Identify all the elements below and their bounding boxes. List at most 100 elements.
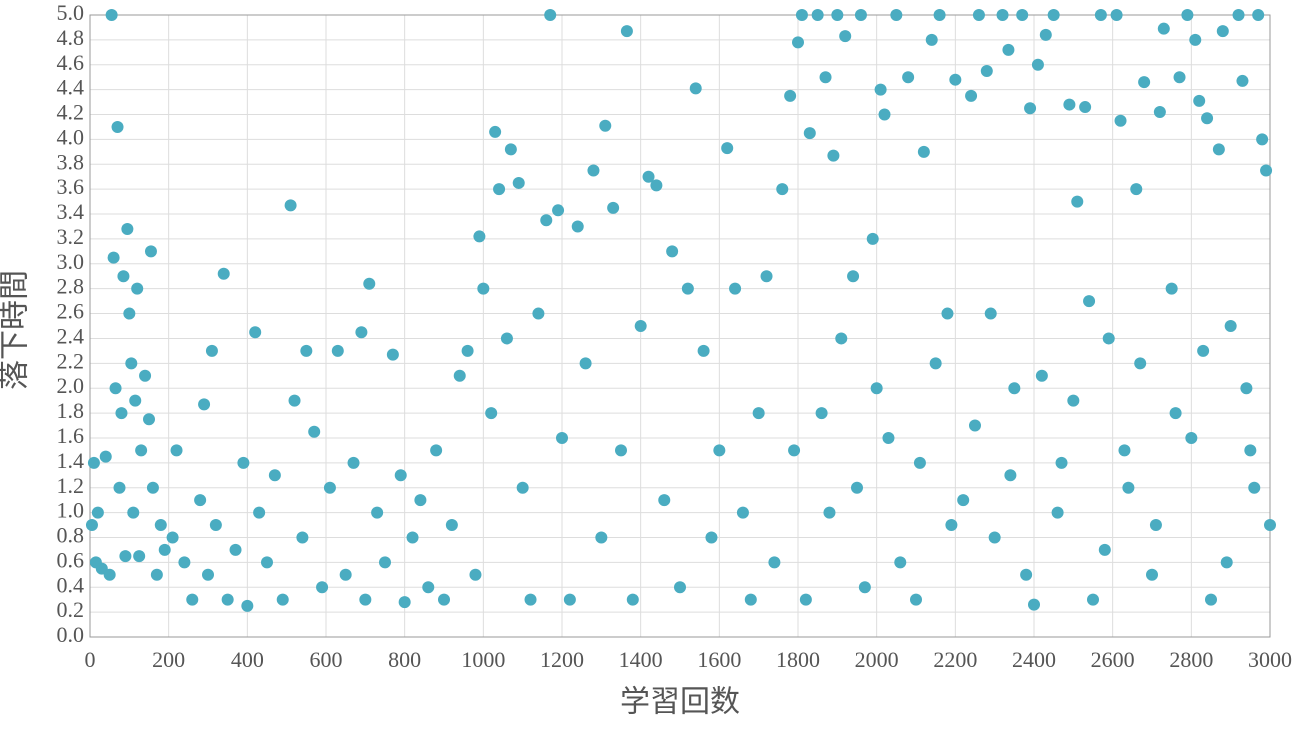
- point: [1240, 382, 1253, 395]
- point: [1224, 320, 1237, 332]
- point: [166, 531, 179, 544]
- point: [1169, 407, 1182, 420]
- point: [878, 108, 891, 121]
- point: [1197, 344, 1210, 357]
- point: [323, 481, 336, 494]
- point: [1264, 519, 1276, 532]
- point: [689, 82, 702, 95]
- point: [540, 214, 553, 227]
- y-tick-label: 3.4: [57, 199, 85, 224]
- x-tick-label: 2600: [1091, 647, 1135, 672]
- point: [186, 593, 199, 606]
- point: [1004, 469, 1017, 482]
- point: [125, 357, 138, 370]
- point: [595, 531, 608, 544]
- point: [316, 581, 329, 594]
- point: [945, 519, 958, 532]
- point: [823, 506, 836, 519]
- point: [831, 9, 844, 21]
- point: [359, 593, 372, 606]
- point: [1110, 9, 1123, 21]
- x-axis-title: 学習回数: [620, 685, 740, 720]
- point: [414, 494, 427, 507]
- point: [516, 481, 529, 494]
- point: [913, 456, 926, 469]
- y-tick-label: 3.6: [57, 174, 85, 199]
- point: [851, 481, 863, 494]
- point: [229, 543, 242, 556]
- point: [300, 344, 313, 357]
- point: [1024, 102, 1037, 115]
- point: [552, 204, 565, 217]
- point: [296, 531, 309, 544]
- x-tick-label: 200: [152, 647, 185, 672]
- point: [835, 332, 848, 345]
- point: [556, 431, 568, 444]
- point: [308, 425, 321, 438]
- point: [1138, 76, 1151, 89]
- point: [241, 599, 254, 612]
- x-tick-label: 2000: [855, 647, 899, 672]
- point: [1047, 9, 1060, 21]
- point: [910, 593, 922, 606]
- point: [406, 531, 419, 544]
- point: [198, 398, 211, 411]
- y-axis-title: 落下時間: [0, 270, 33, 390]
- y-tick-label: 2.6: [57, 299, 85, 324]
- point: [634, 320, 647, 332]
- point: [1189, 33, 1202, 46]
- point: [524, 593, 537, 606]
- point: [721, 142, 734, 155]
- point: [607, 201, 620, 214]
- point: [890, 9, 903, 21]
- point: [363, 277, 376, 290]
- point: [1031, 58, 1044, 71]
- point: [347, 456, 360, 469]
- x-tick-label: 1000: [461, 647, 505, 672]
- point: [925, 33, 938, 46]
- point: [1216, 25, 1229, 38]
- point: [127, 506, 140, 519]
- point: [473, 230, 486, 243]
- x-tick-label: 400: [231, 647, 264, 672]
- point: [113, 481, 126, 494]
- point: [1220, 556, 1233, 569]
- point: [1165, 282, 1178, 295]
- point: [261, 556, 273, 569]
- point: [1055, 456, 1068, 469]
- point: [984, 307, 997, 320]
- x-tick-label: 0: [85, 647, 96, 672]
- point: [489, 125, 502, 138]
- point: [626, 593, 639, 606]
- point: [121, 222, 134, 235]
- y-tick-label: 4.4: [57, 75, 85, 100]
- point: [847, 270, 860, 283]
- point: [1083, 295, 1096, 308]
- point: [957, 494, 970, 507]
- y-tick-label: 4.6: [57, 50, 85, 75]
- y-tick-label: 3.2: [57, 224, 85, 249]
- point: [1146, 568, 1158, 581]
- x-tick-label: 2200: [933, 647, 977, 672]
- point: [1201, 112, 1214, 125]
- point: [170, 444, 183, 457]
- point: [1248, 481, 1261, 494]
- y-tick-label: 4.8: [57, 25, 85, 50]
- point: [146, 481, 159, 494]
- point: [988, 531, 1001, 544]
- point: [866, 232, 879, 245]
- point: [1002, 43, 1015, 56]
- x-tick-label: 2400: [1012, 647, 1056, 672]
- point: [729, 282, 742, 295]
- point: [1244, 444, 1257, 457]
- point: [799, 593, 812, 606]
- point: [563, 593, 576, 606]
- point: [237, 456, 250, 469]
- point: [115, 407, 128, 420]
- point: [105, 9, 118, 21]
- point: [469, 568, 482, 581]
- y-tick-label: 1.4: [57, 448, 85, 473]
- point: [1071, 195, 1084, 208]
- point: [209, 519, 222, 532]
- point: [650, 179, 663, 192]
